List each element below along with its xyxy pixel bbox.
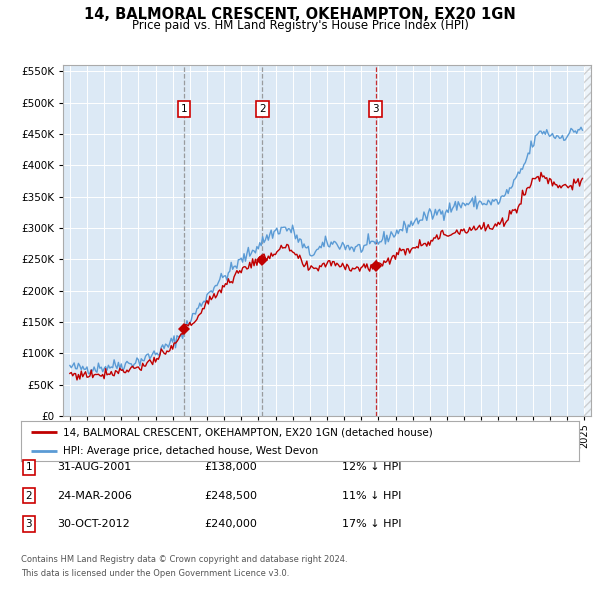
Text: 1: 1 [181,104,187,114]
Text: 31-AUG-2001: 31-AUG-2001 [57,463,131,472]
Text: 17% ↓ HPI: 17% ↓ HPI [342,519,401,529]
Text: Contains HM Land Registry data © Crown copyright and database right 2024.: Contains HM Land Registry data © Crown c… [21,555,347,564]
Text: 14, BALMORAL CRESCENT, OKEHAMPTON, EX20 1GN: 14, BALMORAL CRESCENT, OKEHAMPTON, EX20 … [84,7,516,22]
Text: 11% ↓ HPI: 11% ↓ HPI [342,491,401,500]
Text: 24-MAR-2006: 24-MAR-2006 [57,491,132,500]
Text: 14, BALMORAL CRESCENT, OKEHAMPTON, EX20 1GN (detached house): 14, BALMORAL CRESCENT, OKEHAMPTON, EX20 … [63,427,433,437]
Text: 30-OCT-2012: 30-OCT-2012 [57,519,130,529]
Text: Price paid vs. HM Land Registry's House Price Index (HPI): Price paid vs. HM Land Registry's House … [131,19,469,32]
Text: 3: 3 [372,104,379,114]
Text: £248,500: £248,500 [204,491,257,500]
Text: 12% ↓ HPI: 12% ↓ HPI [342,463,401,472]
Text: £138,000: £138,000 [204,463,257,472]
Text: 2: 2 [25,491,32,500]
Text: £240,000: £240,000 [204,519,257,529]
Text: This data is licensed under the Open Government Licence v3.0.: This data is licensed under the Open Gov… [21,569,289,578]
Text: 3: 3 [25,519,32,529]
Text: 2: 2 [259,104,266,114]
Text: HPI: Average price, detached house, West Devon: HPI: Average price, detached house, West… [63,447,318,456]
Text: 1: 1 [25,463,32,472]
